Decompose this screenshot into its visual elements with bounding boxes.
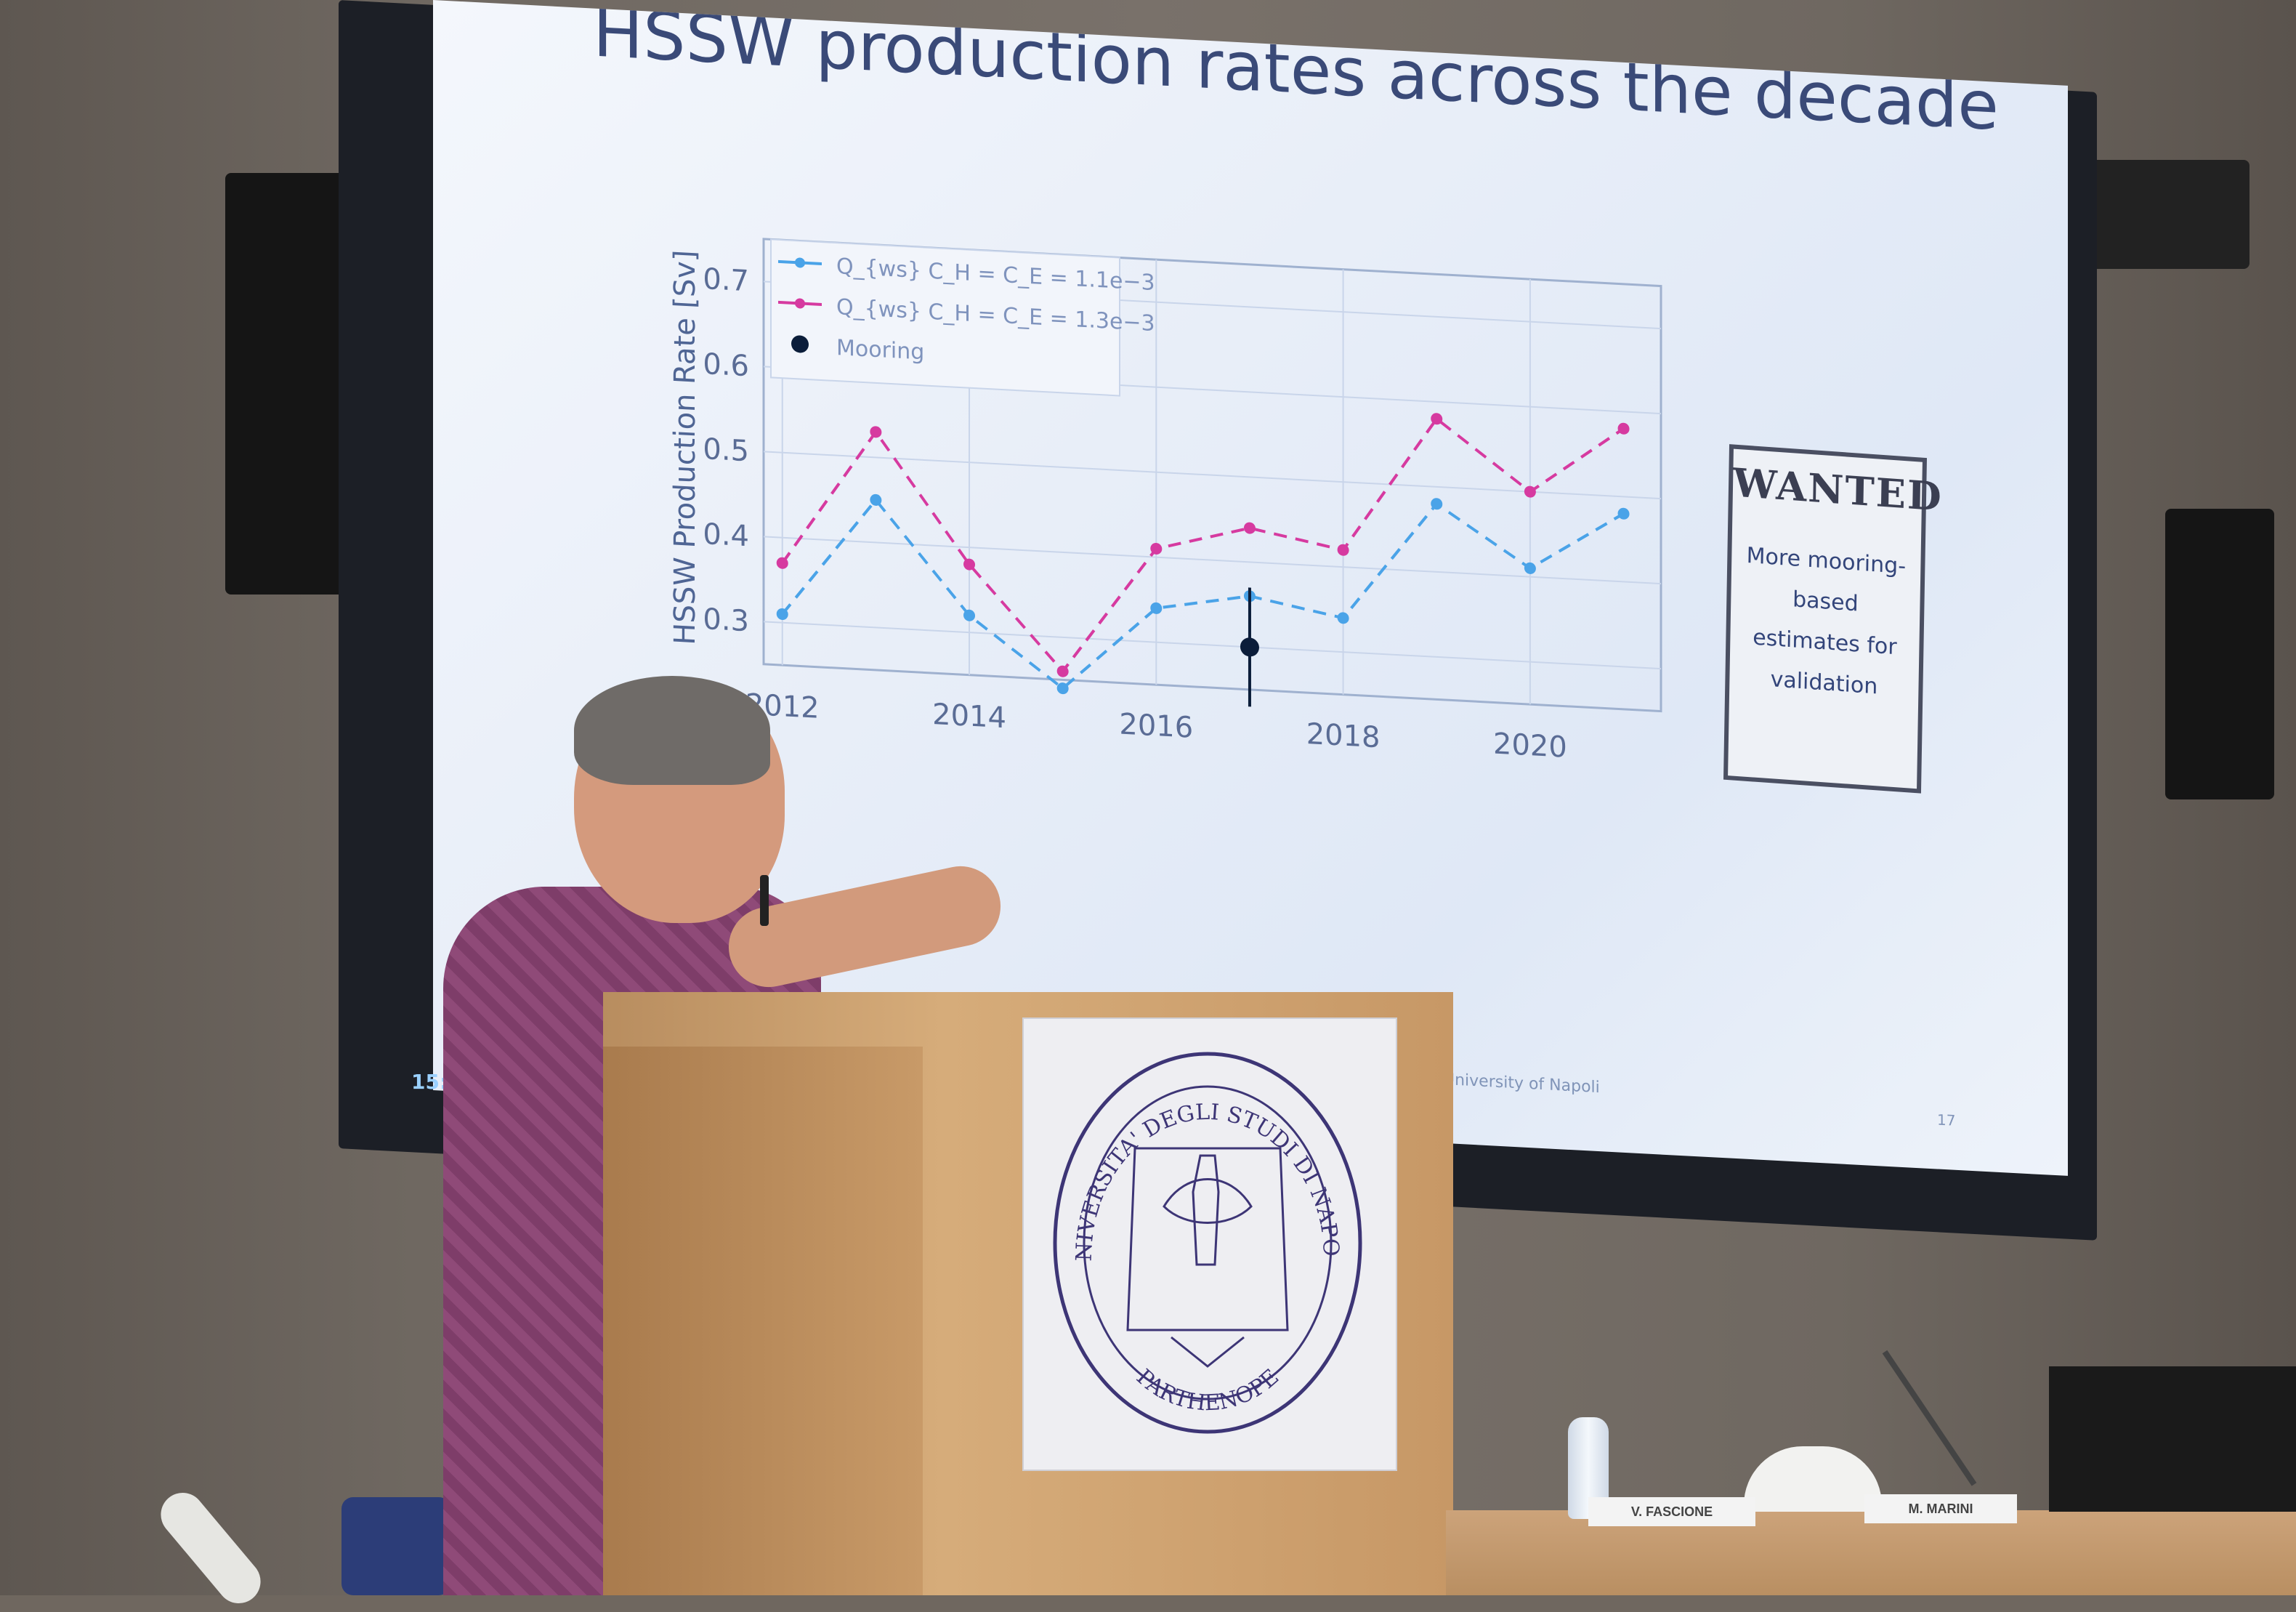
data-point <box>1056 682 1069 695</box>
y-tick-label: 0.3 <box>703 603 749 638</box>
series-line <box>781 416 1625 674</box>
x-tick-label: 2020 <box>1493 727 1567 764</box>
data-point <box>1617 422 1630 435</box>
y-tick-label: 0.4 <box>703 517 749 553</box>
legend-marker <box>795 298 805 309</box>
legend-marker <box>791 335 809 353</box>
data-point <box>870 426 882 438</box>
data-point <box>1617 507 1630 520</box>
data-point <box>1337 544 1349 556</box>
y-gridline <box>764 451 1661 500</box>
nameplate-2: M. MARINI <box>1864 1494 2017 1523</box>
data-point <box>1337 612 1349 624</box>
x-tick-label: 2016 <box>1119 708 1193 745</box>
y-tick-label: 0.5 <box>703 432 749 468</box>
x-tick-label: 2014 <box>932 698 1006 735</box>
mooring-point <box>1240 637 1259 657</box>
seal-bottom-text: PARTHENOPE <box>1131 1364 1284 1416</box>
chair <box>341 1497 450 1595</box>
data-point <box>963 609 976 621</box>
wanted-heading: WANTED <box>1732 459 1944 520</box>
data-point <box>776 557 788 569</box>
y-axis-label: HSSW Production Rate [Sv] <box>668 249 702 646</box>
legend-box <box>770 238 1120 397</box>
y-gridline <box>764 536 1661 585</box>
university-seal: UNIVERSITA' DEGLI STUDI DI NAPOLI PARTHE… <box>1048 1047 1362 1434</box>
y-tick-label: 0.6 <box>703 347 749 383</box>
data-point <box>870 493 882 506</box>
data-point <box>1150 602 1163 614</box>
lectern-side <box>603 1047 923 1595</box>
data-point <box>1431 413 1443 425</box>
data-point <box>1056 665 1069 677</box>
legend-label: Mooring <box>836 335 924 365</box>
wanted-poster: WANTED More mooring-based estimates for … <box>1723 444 1944 794</box>
data-point <box>1150 542 1163 555</box>
series-line <box>781 497 1625 690</box>
x-tick-label: 2018 <box>1306 717 1381 754</box>
data-point <box>963 558 976 571</box>
data-point <box>776 608 788 621</box>
wanted-body: More mooring-based estimates for validat… <box>1746 542 1907 700</box>
right-speaker <box>2165 509 2274 799</box>
panel-desk <box>1446 1510 2296 1595</box>
data-point <box>1431 498 1443 510</box>
y-tick-label: 0.7 <box>703 262 749 298</box>
legend-marker <box>795 257 805 268</box>
nameplate-1: V. FASCIONE <box>1588 1497 1755 1526</box>
left-speaker <box>225 173 356 595</box>
desk-monitor <box>2049 1366 2296 1512</box>
data-point <box>1524 562 1536 574</box>
data-point <box>1243 522 1256 534</box>
projected-slide: HSSW production rates across the decade … <box>433 0 2068 1176</box>
data-point <box>1524 485 1536 498</box>
lapel-microphone <box>760 875 769 926</box>
slide-page-number: 17 <box>1937 1111 1956 1129</box>
y-gridline <box>764 621 1661 670</box>
speaker-hair <box>574 676 770 785</box>
